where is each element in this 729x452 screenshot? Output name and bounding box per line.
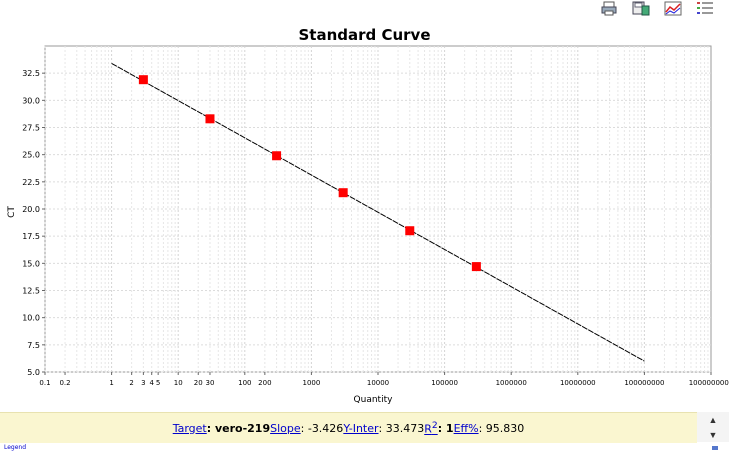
r2-link[interactable]: R2 [424,420,437,436]
x-tick-label: 2 [129,379,133,387]
x-tick-label: 5 [156,379,160,387]
chart-title: Standard Curve [298,26,431,44]
y-tick-labels: 5.0 7.5 10.0 12.5 15.0 17.5 20.0 22.5 25.0 27.5 30… [22,69,45,377]
x-tick-label: 10 [174,379,183,387]
y-tick-label: 7.5 [27,341,40,350]
x-tick-label: 3 [141,379,145,387]
target-link[interactable]: Target [172,421,207,435]
x-tick-label: 10000 [367,379,389,387]
x-tick-label: 100 [238,379,251,387]
standard-curve-chart: 0.1 0.2 1 2 3 4 5 10 20 30 100 200 1000 10000 100000 10… [7,45,729,405]
data-point [471,262,481,272]
y-tick-label: 12.5 [22,287,40,296]
x-tick-label: 1000000 [496,379,527,387]
data-point [338,188,348,198]
data-points [138,75,481,272]
y-tick-label: 30.0 [22,96,40,105]
x-tick-label: 200 [258,379,271,387]
y-tick-label: 5.0 [27,368,40,377]
r2-label: R [424,422,432,436]
fit-line-group [111,62,645,362]
x-tick-label: 100000000 [624,379,664,387]
print-icon[interactable] [599,0,619,16]
scroll-down-icon[interactable]: ▼ [708,429,718,440]
x-tick-label: 20 [194,379,203,387]
x-tick-label: 0.1 [39,379,50,387]
x-axis-label: Quantity [354,395,394,405]
list-icon[interactable] [695,0,715,16]
y-tick-label: 25.0 [22,151,40,160]
x-tick-label: 4 [149,379,154,387]
save-icon[interactable] [631,0,651,16]
resize-grip-icon[interactable] [712,446,718,450]
r2-sup: 2 [431,420,438,432]
data-point [405,226,415,236]
eff-value: : 95.830 [478,421,525,435]
y-inter-link[interactable]: Y-Inter [343,421,379,435]
y-tick-label: 17.5 [22,232,40,241]
data-point [272,151,282,161]
scroll-up-icon[interactable]: ▲ [708,414,718,425]
x-tick-labels: 0.1 0.2 1 2 3 4 5 10 20 30 100 200 1000 10000 100000 10… [39,372,729,387]
slope-value: : -3.426 [300,421,344,435]
x-tick-label: 30 [206,379,215,387]
target-value: : vero-219 [206,421,271,435]
chart-toolbar [599,0,729,18]
y-tick-label: 22.5 [22,178,40,187]
summary-scroller: ▲ ▼ [697,412,729,442]
x-tick-label: 1000 [302,379,320,387]
curve-summary-bar: Target: vero-219 Slope: -3.426 Y-Inter: … [0,412,697,443]
eff-link[interactable]: Eff% [453,421,479,435]
y-tick-label: 20.0 [22,205,40,214]
x-tick-label: 1 [109,379,113,387]
y-tick-label: 27.5 [22,124,40,133]
chart-icon[interactable] [663,0,683,16]
x-tick-label: 1000000000 [689,379,729,387]
slope-link[interactable]: Slope [270,421,301,435]
y-tick-label: 15.0 [22,259,40,268]
data-point [138,75,148,85]
y-inter-value: : 33.473 [378,421,425,435]
data-point [205,114,215,124]
x-tick-label: 10000000 [560,379,596,387]
y-tick-label: 32.5 [22,69,40,78]
x-tick-label: 100000 [431,379,458,387]
r2-value: : 1 [437,421,454,435]
y-tick-label: 10.0 [22,314,40,323]
y-axis-label: CT [7,206,17,218]
fit-line [111,62,645,362]
x-tick-label: 0.2 [59,379,70,387]
legend-link[interactable]: Legend [4,444,27,451]
